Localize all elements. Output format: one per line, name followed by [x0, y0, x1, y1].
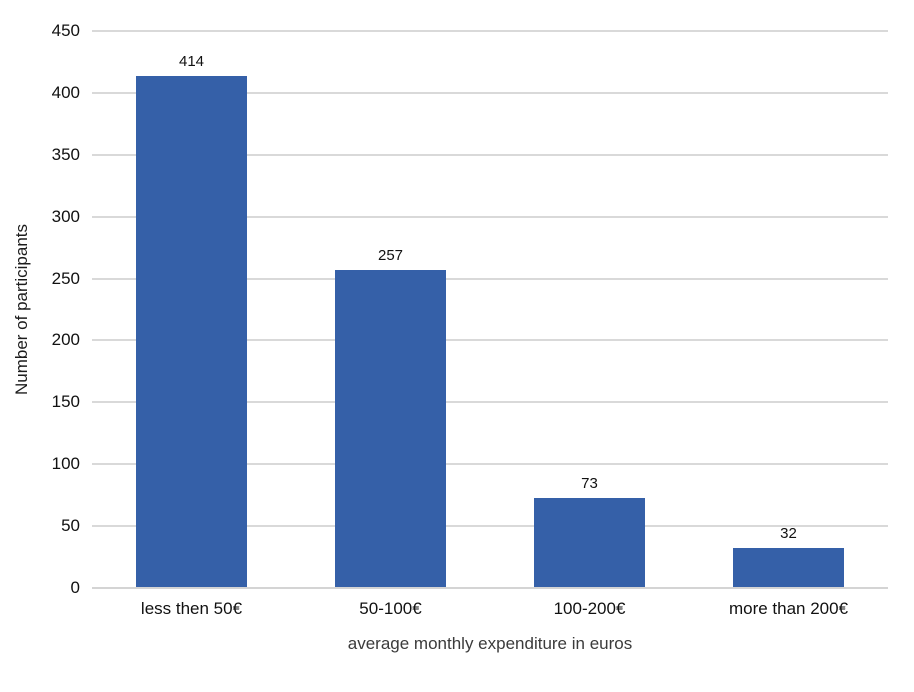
x-tick-label: 100-200€ — [553, 599, 626, 618]
bar-value-label: 257 — [377, 246, 404, 264]
gridline — [92, 525, 888, 528]
bar — [534, 497, 645, 587]
bar — [733, 548, 844, 587]
x-tick-label: less then 50€ — [140, 599, 243, 618]
bar-value-label: 414 — [178, 52, 205, 70]
x-tick-label: more than 200€ — [728, 599, 849, 618]
bar — [136, 75, 247, 587]
gridline — [92, 91, 888, 94]
gridline — [92, 153, 888, 156]
y-tick-label: 400 — [51, 82, 80, 102]
y-tick-label: 250 — [51, 268, 80, 288]
y-tick-label: 100 — [51, 454, 80, 474]
x-axis-title: average monthly expenditure in euros — [347, 634, 633, 653]
y-tick-label: 450 — [51, 21, 80, 40]
x-tick-label: 50-100€ — [359, 599, 422, 618]
gridline — [92, 277, 888, 280]
gridline — [92, 339, 888, 342]
y-tick-label: 350 — [51, 144, 80, 164]
bar-value-label: 32 — [780, 525, 797, 543]
bar-value-label: 73 — [581, 474, 598, 492]
y-tick-label: 0 — [70, 578, 80, 597]
gridline — [92, 463, 888, 466]
gridline — [92, 401, 888, 404]
y-tick-label: 200 — [51, 330, 80, 350]
y-tick-label: 50 — [61, 516, 80, 536]
gridline — [92, 215, 888, 218]
gridline — [92, 30, 888, 32]
x-axis-line — [92, 587, 888, 589]
y-axis-title: Number of participants — [12, 223, 31, 396]
bar — [335, 269, 446, 587]
y-tick-label: 300 — [51, 206, 80, 226]
y-tick-label: 150 — [51, 392, 80, 412]
